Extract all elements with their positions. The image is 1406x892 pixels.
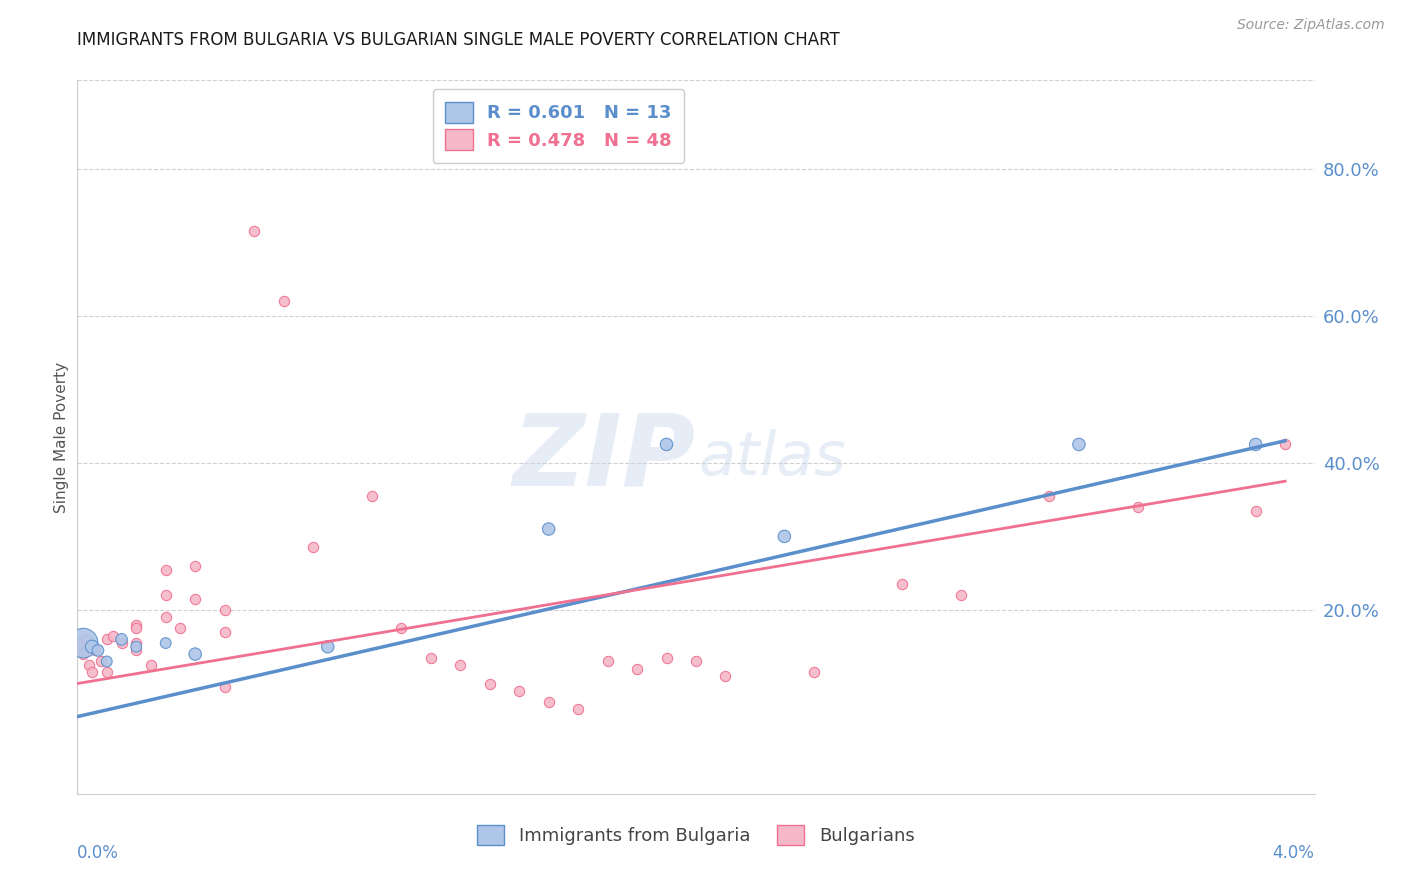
Point (655, 650, 678, 665)
Point (125, 643, 148, 657)
Point (316, 640, 339, 654)
Point (80, 640, 103, 654)
Point (155, 562, 177, 576)
Point (596, 655, 619, 669)
Point (950, 588, 973, 602)
Legend: Immigrants from Bulgaria, Bulgarians: Immigrants from Bulgaria, Bulgarians (467, 814, 925, 856)
Point (80, 665, 103, 680)
Point (110, 636, 132, 650)
Point (184, 591, 207, 606)
Point (361, 489, 384, 503)
Point (449, 658, 471, 673)
Point (96, 632, 118, 647)
Point (1038, 489, 1060, 503)
Point (110, 632, 132, 647)
Point (685, 655, 707, 669)
Point (155, 636, 177, 650)
Point (419, 650, 441, 665)
Point (655, 437, 678, 451)
Y-axis label: Single Male Poverty: Single Male Poverty (53, 361, 69, 513)
Point (184, 558, 207, 573)
Point (69, 636, 91, 650)
Point (125, 640, 148, 654)
Point (214, 603, 236, 617)
Point (773, 529, 796, 543)
Point (1274, 437, 1296, 451)
Point (139, 658, 162, 673)
Point (75, 632, 97, 647)
Text: Source: ZipAtlas.com: Source: ZipAtlas.com (1237, 18, 1385, 32)
Point (626, 662, 648, 676)
Point (1126, 500, 1149, 514)
Point (125, 621, 148, 635)
Point (214, 625, 236, 640)
Text: ZIP: ZIP (513, 410, 696, 507)
Point (1244, 503, 1267, 517)
Point (96, 655, 118, 669)
Point (214, 680, 236, 694)
Text: atlas: atlas (699, 429, 846, 488)
Point (87, 643, 110, 657)
Point (302, 541, 325, 555)
Point (125, 636, 148, 650)
Point (478, 676, 501, 690)
Point (184, 647, 207, 661)
Point (273, 293, 295, 308)
Point (101, 629, 124, 643)
Point (96, 665, 118, 680)
Point (891, 577, 914, 591)
Point (155, 610, 177, 624)
Text: IMMIGRANTS FROM BULGARIA VS BULGARIAN SINGLE MALE POVERTY CORRELATION CHART: IMMIGRANTS FROM BULGARIA VS BULGARIAN SI… (77, 31, 839, 49)
Point (537, 522, 560, 536)
Point (155, 588, 177, 602)
Point (537, 695, 560, 709)
Point (169, 621, 191, 635)
Point (1067, 437, 1090, 451)
Point (84, 643, 107, 657)
Text: 0.0%: 0.0% (77, 844, 120, 862)
Point (243, 224, 266, 238)
Point (803, 665, 825, 680)
Point (567, 702, 589, 716)
Point (90, 655, 112, 669)
Point (714, 669, 737, 683)
Point (508, 684, 530, 698)
Text: 4.0%: 4.0% (1272, 844, 1315, 862)
Point (72, 647, 94, 661)
Point (389, 621, 412, 635)
Point (1244, 437, 1267, 451)
Point (77, 658, 100, 673)
Point (72, 636, 94, 650)
Point (125, 617, 148, 632)
